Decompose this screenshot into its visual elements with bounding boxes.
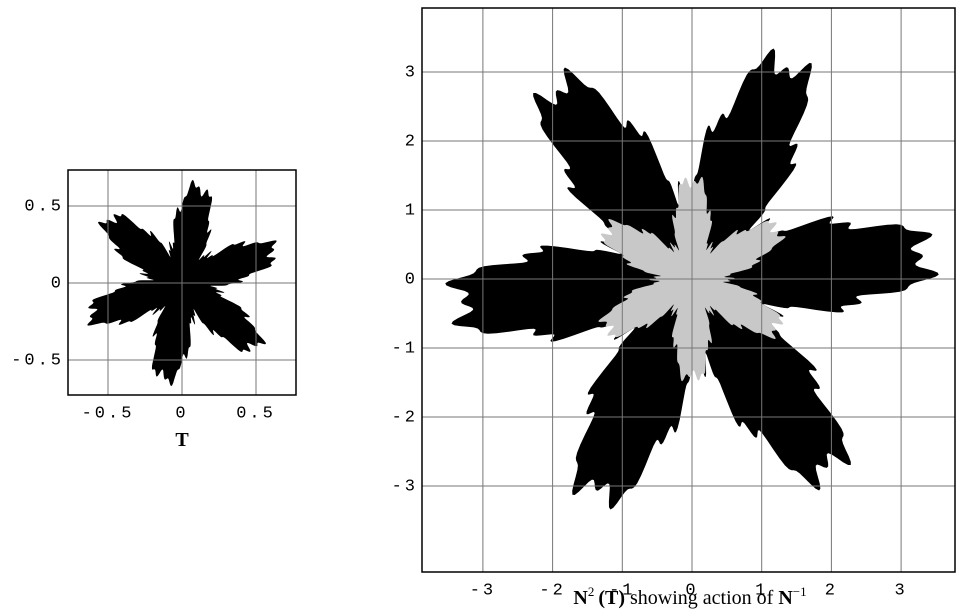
caption-part: showing action of bbox=[630, 587, 774, 609]
x-tick-label: 1 bbox=[755, 581, 768, 600]
y-tick-label: 3 bbox=[405, 63, 418, 82]
caption-large: N2 (T) showing action of N−1 bbox=[573, 584, 806, 609]
x-tick-label: 2 bbox=[825, 581, 838, 600]
y-tick-label: 1 bbox=[405, 201, 418, 220]
y-tick-label: -1 bbox=[392, 339, 418, 358]
y-tick-label: 0 bbox=[51, 274, 64, 293]
y-tick-label: 2 bbox=[405, 132, 418, 151]
axes-frame bbox=[421, 7, 956, 573]
x-tick-label: -2 bbox=[539, 581, 565, 600]
caption-part: N bbox=[778, 587, 793, 609]
y-tick-label: 0.5 bbox=[24, 197, 64, 216]
caption-part: 2 bbox=[588, 584, 595, 599]
y-tick-label: -2 bbox=[392, 408, 418, 427]
x-tick-label: -1 bbox=[609, 581, 635, 600]
y-tick-label: -0.5 bbox=[11, 351, 64, 370]
x-tick-label: 0 bbox=[175, 404, 188, 423]
caption-small: T bbox=[175, 429, 189, 451]
axes-frame bbox=[67, 169, 297, 396]
x-tick-label: 0 bbox=[685, 581, 698, 600]
panel-large: -3 -2 -1 0 1 2 3 3 2 1 0 -1 -2 -3 bbox=[392, 7, 956, 600]
x-tick-label: -3 bbox=[470, 581, 496, 600]
panel-small: -0.5 0 0.5 0.5 0 -0.5 bbox=[11, 169, 297, 423]
x-tick-label: -0.5 bbox=[82, 404, 135, 423]
caption-part: (T) bbox=[598, 587, 625, 609]
x-tick-label: 3 bbox=[894, 581, 907, 600]
y-tick-label: 0 bbox=[405, 270, 418, 289]
x-tick-label: 0.5 bbox=[236, 404, 276, 423]
caption-part: −1 bbox=[793, 584, 807, 599]
caption-part: N bbox=[573, 587, 588, 609]
y-tick-label: -3 bbox=[392, 477, 418, 496]
